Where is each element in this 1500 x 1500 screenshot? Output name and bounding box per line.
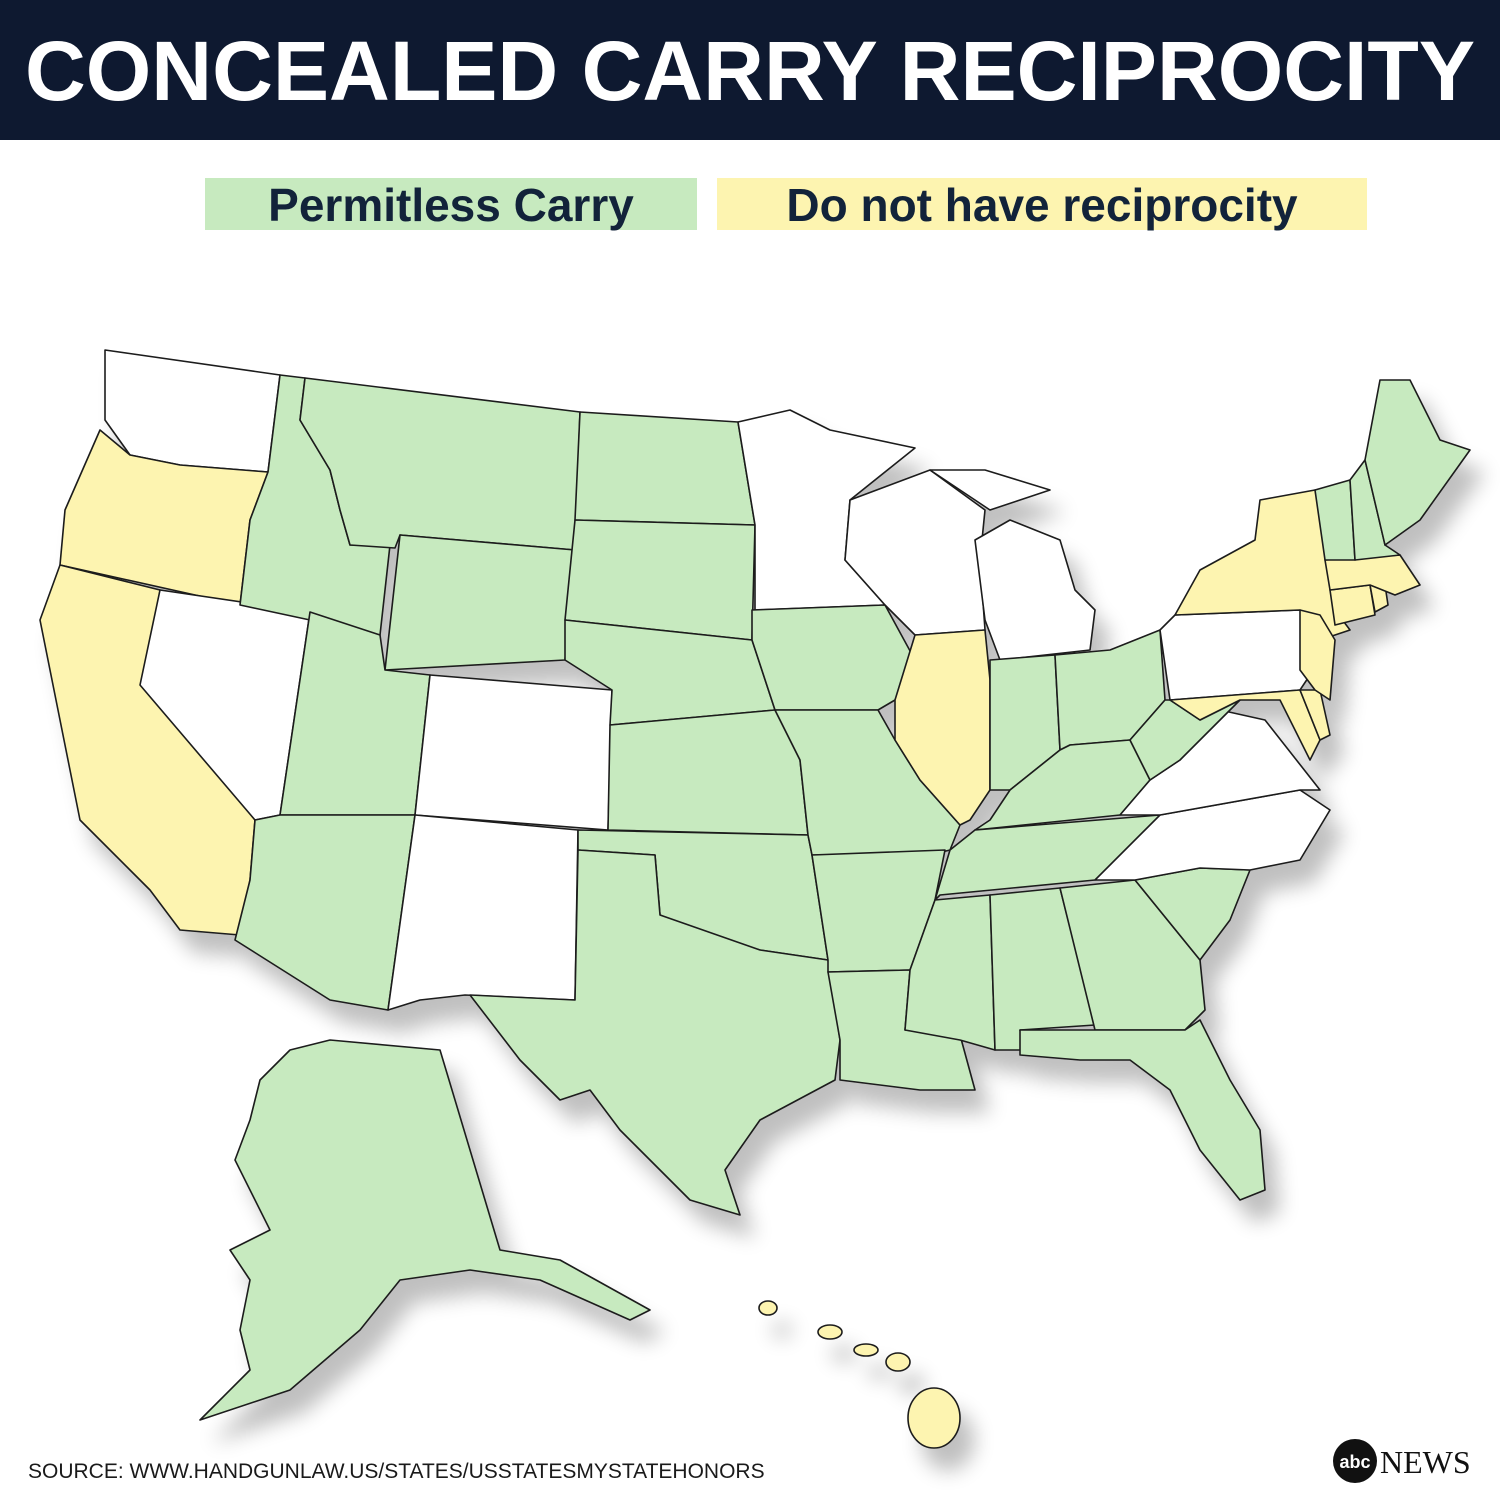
- title: CONCEALED CARRY RECIPROCITY: [25, 24, 1475, 118]
- island: [907, 1387, 961, 1449]
- island: [853, 1343, 879, 1357]
- island: [817, 1324, 843, 1340]
- state: [1019, 1019, 1266, 1201]
- state: [469, 849, 841, 1216]
- island: [885, 1352, 911, 1372]
- legend-label: Permitless Carry: [268, 179, 634, 231]
- state: [1159, 609, 1321, 701]
- island: [758, 1300, 778, 1316]
- state: [1299, 689, 1331, 741]
- legend-swatch: [717, 178, 1367, 230]
- state: [1329, 584, 1376, 626]
- state: [414, 674, 613, 831]
- logo-mark: abc: [1339, 1452, 1370, 1472]
- state: [1169, 689, 1321, 761]
- logo-circle: [1333, 1439, 1377, 1483]
- logo-text: NEWS: [1380, 1444, 1471, 1480]
- state: [574, 411, 756, 526]
- state: [974, 519, 1096, 661]
- legend-label: Do not have reciprocity: [786, 179, 1298, 231]
- state: [929, 469, 1051, 511]
- state: [387, 814, 579, 1011]
- state: [384, 534, 576, 671]
- state: [234, 814, 416, 1011]
- title-bar: [0, 0, 1500, 140]
- state: [751, 604, 916, 711]
- state: [564, 519, 756, 641]
- state: [1299, 609, 1336, 701]
- source-note: SOURCE: WWW.HANDGUNLAW.US/STATES/USSTATE…: [28, 1460, 765, 1483]
- state: [104, 349, 281, 473]
- state: [199, 1039, 651, 1421]
- us-map: [39, 349, 1471, 1449]
- state: [894, 629, 991, 826]
- legend-swatch: [205, 178, 697, 230]
- state: [607, 709, 809, 836]
- state: [1364, 379, 1471, 546]
- state: [1349, 459, 1401, 561]
